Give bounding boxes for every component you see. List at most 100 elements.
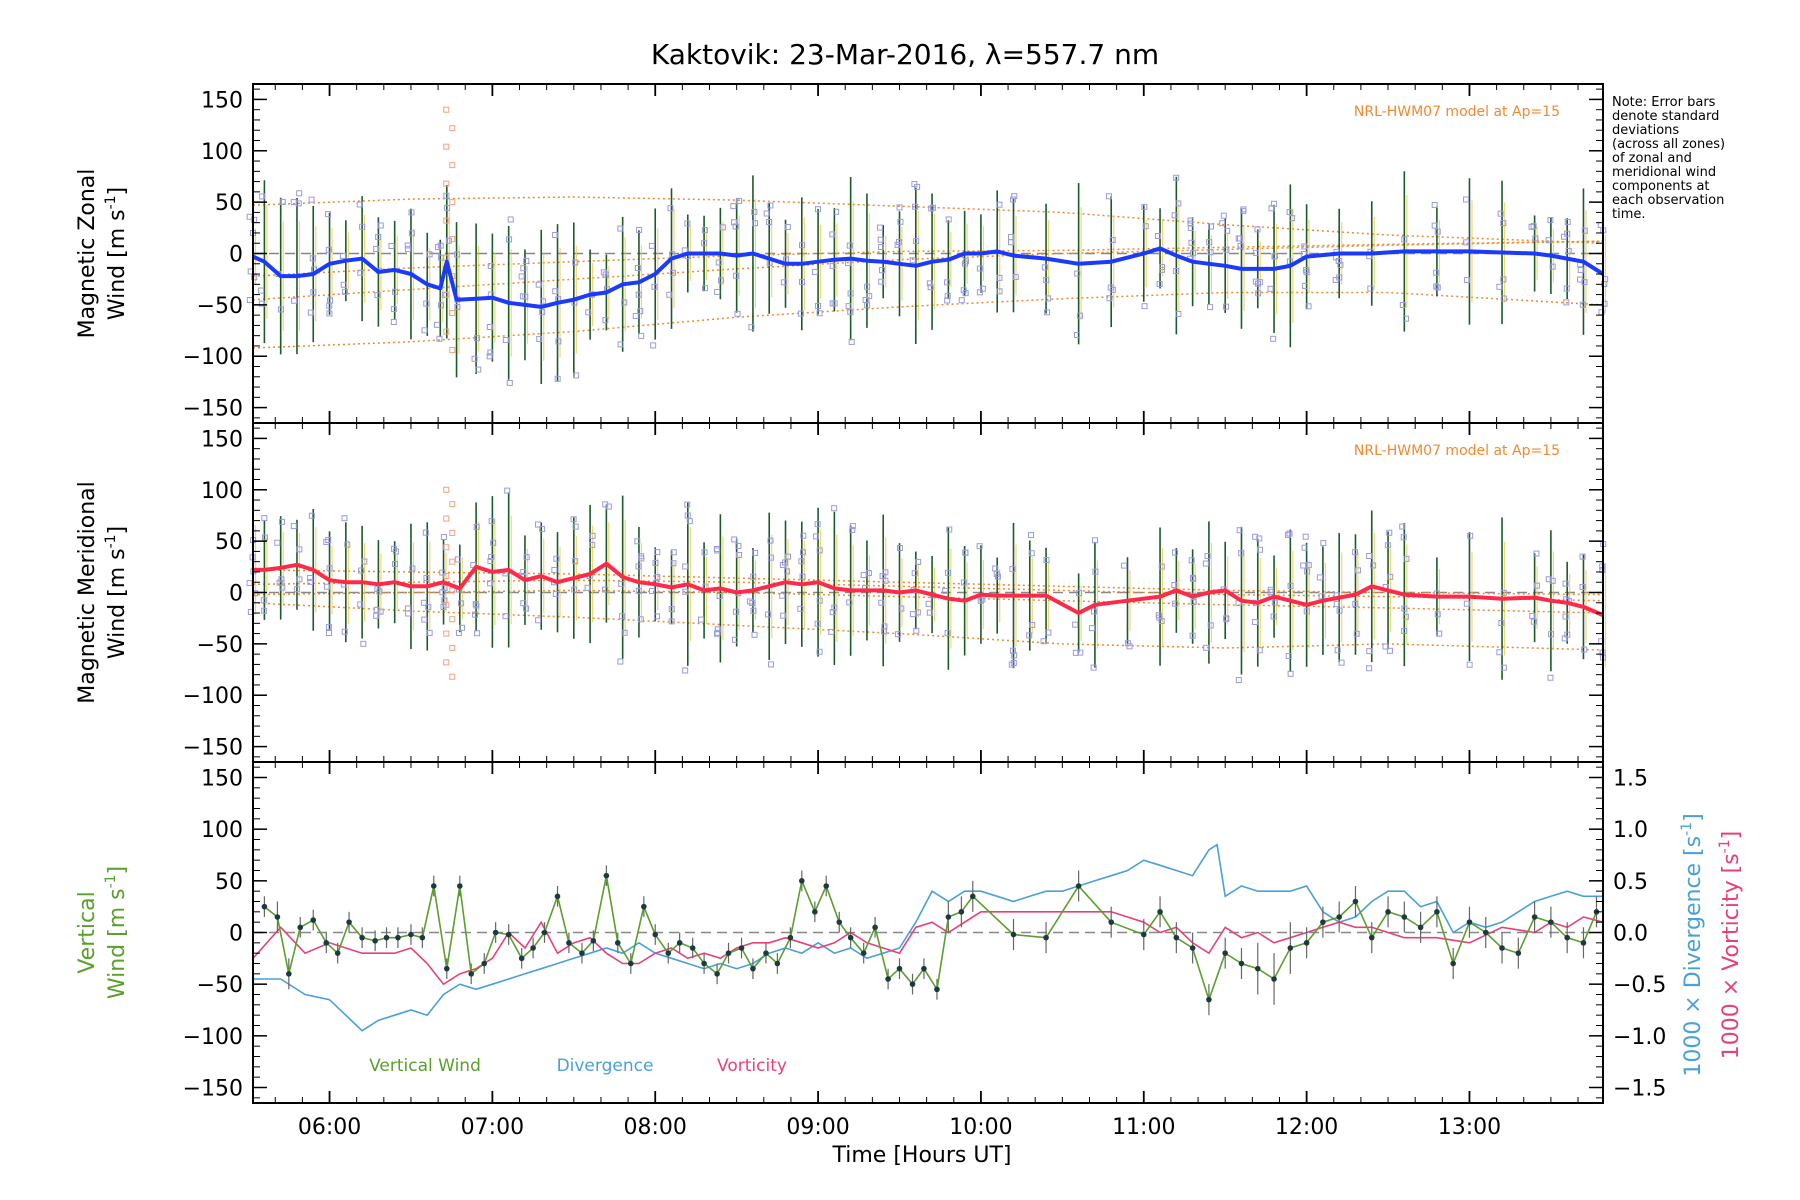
zone-point <box>341 628 348 635</box>
zone-point <box>654 549 661 556</box>
zone-point <box>1352 549 1359 556</box>
zone-point <box>814 206 821 213</box>
zone-point <box>1286 530 1293 537</box>
zone-point <box>1384 542 1391 549</box>
zone-point <box>1370 562 1377 569</box>
panel-1: NRL-HWM07 model at Ap=15 150 100 50 0 −50 −100… <box>183 83 1609 424</box>
vertical-wind-point <box>969 893 976 900</box>
zone-point <box>1141 203 1148 210</box>
zone-point <box>732 608 739 615</box>
vertical-wind-point <box>725 950 732 956</box>
zone-point-highlight <box>443 328 450 335</box>
zone-point <box>829 231 836 238</box>
zone-point <box>768 661 775 668</box>
zone-point <box>979 285 986 292</box>
zone-point <box>866 293 873 300</box>
zone-point <box>373 612 380 619</box>
vertical-wind-point <box>1499 945 1505 951</box>
zone-point <box>1386 647 1393 654</box>
zone-point <box>435 244 442 251</box>
zone-point <box>1252 619 1259 626</box>
zone-point <box>1564 230 1571 237</box>
zone-point <box>1175 310 1182 317</box>
zone-point <box>1045 629 1052 636</box>
zone-point <box>915 558 922 565</box>
zone-point <box>667 205 674 212</box>
vertical-wind-point <box>1075 883 1082 889</box>
zone-point-highlight <box>449 558 456 565</box>
zone-point <box>730 203 737 210</box>
zone-point <box>1577 276 1584 283</box>
zone-point <box>340 281 347 288</box>
zone-point <box>1354 567 1361 574</box>
zone-point <box>1045 295 1052 302</box>
zone-point-highlight <box>449 310 456 317</box>
zone-point <box>635 563 642 570</box>
zone-point <box>1172 600 1179 607</box>
vertical-wind-point <box>665 950 672 956</box>
zone-point <box>1109 286 1116 293</box>
zone-point-highlight <box>443 291 450 298</box>
zone-point <box>1267 588 1274 595</box>
zone-point <box>1545 576 1552 583</box>
zone-point <box>750 573 757 580</box>
zone-point <box>1207 622 1214 629</box>
zone-point <box>634 538 641 545</box>
zone-point <box>621 299 628 306</box>
zone-point <box>1173 174 1180 181</box>
zone-point <box>648 242 655 249</box>
zone-point <box>909 611 916 618</box>
zone-point <box>326 565 333 572</box>
zone-point <box>732 223 739 230</box>
zone-point <box>927 284 934 291</box>
zone-point <box>1563 285 1570 292</box>
zone-point <box>682 667 689 674</box>
zone-point <box>388 243 395 250</box>
zone-point <box>518 273 525 280</box>
zone-point <box>360 640 367 647</box>
zone-point <box>1190 250 1197 257</box>
zone-point <box>359 223 366 230</box>
zone-point <box>572 259 579 266</box>
error-bar-note: Note: Error bars denote standard deviati… <box>1612 95 1726 222</box>
zone-point <box>715 259 722 266</box>
zone-point <box>426 251 433 258</box>
zone-point <box>896 204 903 211</box>
zone-point <box>426 629 433 636</box>
zone-point <box>713 545 720 552</box>
zone-point <box>781 559 788 566</box>
x-tick-label: 13:00 <box>1438 1115 1501 1140</box>
zone-point <box>261 515 268 522</box>
zone-point <box>310 289 317 296</box>
zone-point <box>1399 302 1406 309</box>
zone-point <box>1009 566 1016 573</box>
y-tick-label: −100 <box>183 684 243 709</box>
zone-point <box>274 539 281 546</box>
zone-point <box>1466 661 1473 668</box>
zone-point <box>1009 647 1016 654</box>
zone-point <box>701 549 708 556</box>
zone-point <box>766 218 773 225</box>
zone-point <box>251 274 258 281</box>
zone-point <box>636 226 643 233</box>
zone-point <box>878 267 885 274</box>
y-tick-label: 100 <box>201 818 243 843</box>
zone-point <box>977 597 984 604</box>
zone-point <box>357 601 364 608</box>
zone-point <box>1498 620 1505 627</box>
zone-point <box>1207 249 1214 256</box>
x-tick-label: 10:00 <box>949 1115 1012 1140</box>
zone-point <box>1154 232 1161 239</box>
zone-point <box>881 628 888 635</box>
zone-point <box>864 283 871 290</box>
zone-point <box>635 291 642 298</box>
zone-point <box>686 518 693 525</box>
zone-point <box>779 592 786 599</box>
zone-point <box>555 338 562 345</box>
zone-point <box>487 558 494 565</box>
zone-point <box>1224 227 1231 234</box>
x-tick-label: 06:00 <box>298 1115 361 1140</box>
legend-item: Vorticity <box>717 1056 787 1076</box>
zone-point <box>454 304 461 311</box>
panels: NRL-HWM07 model at Ap=15 150 100 50 0 −50 −100… <box>75 83 1744 1140</box>
